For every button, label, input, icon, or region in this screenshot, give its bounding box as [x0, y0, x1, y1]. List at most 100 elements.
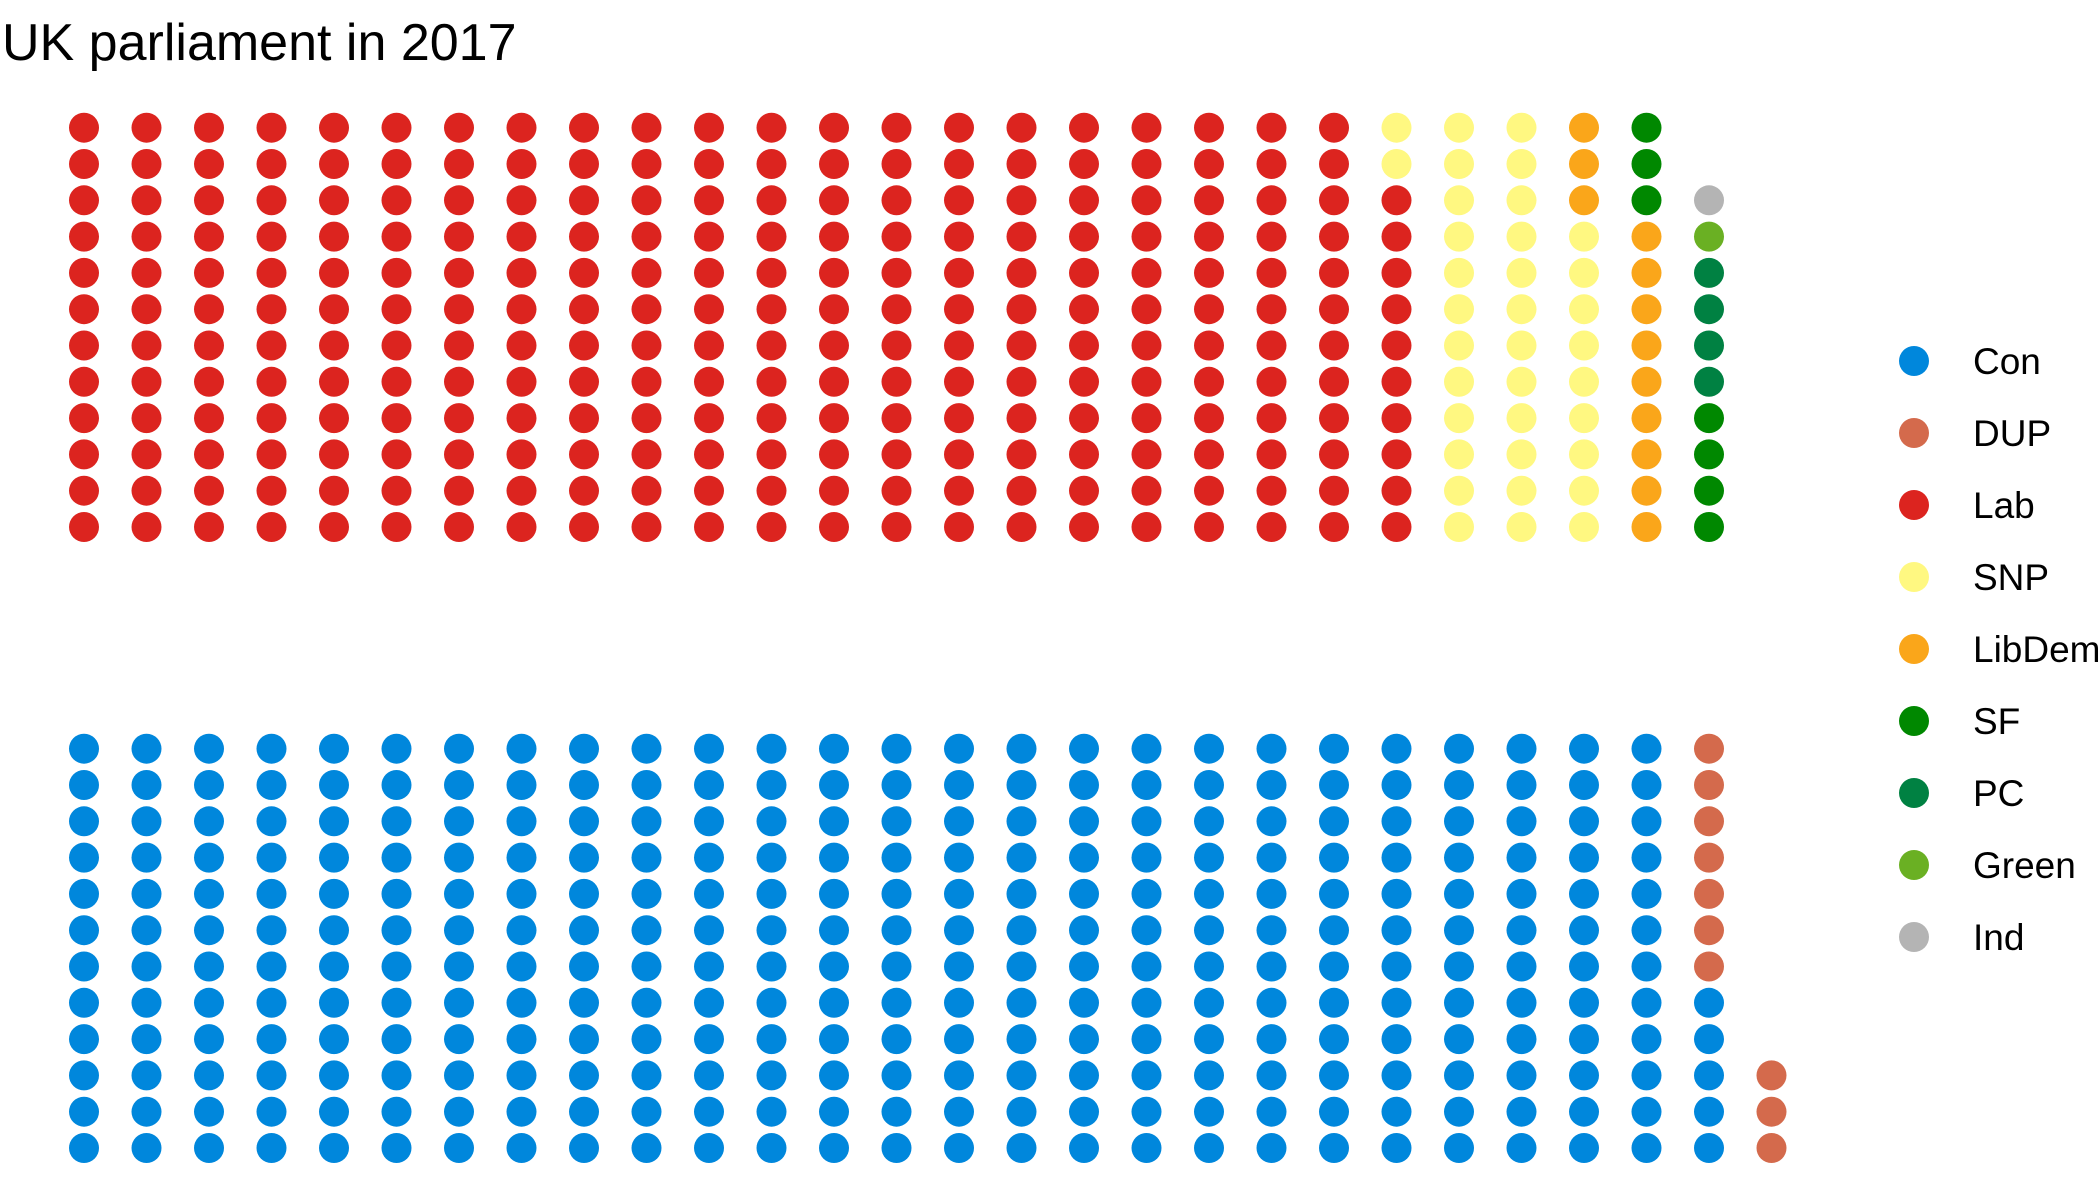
seat-dot-con	[256, 1133, 287, 1163]
legend-item-sf: SF	[1899, 701, 2020, 742]
seat-dot-libdem	[1631, 257, 1662, 288]
seat-dot-con	[1694, 1096, 1724, 1127]
seat-dot-con	[69, 987, 99, 1018]
seat-dot-lab	[631, 185, 662, 216]
seat-dot-lab	[756, 221, 787, 252]
seat-dot-lab	[506, 366, 537, 397]
seat-dot-lab	[1131, 330, 1162, 361]
seat-dot-con	[1319, 1096, 1349, 1127]
seat-dot-lab	[1069, 112, 1099, 143]
seat-dot-con	[506, 1024, 537, 1055]
seat-dot-lab	[256, 221, 287, 252]
seat-dot-con	[694, 1060, 724, 1091]
seat-dot-con	[1444, 878, 1474, 909]
seat-dot-lab	[819, 366, 849, 397]
seat-dot-con	[506, 987, 537, 1018]
seat-dot-con	[381, 770, 412, 800]
seat-dot-lab	[131, 439, 162, 470]
seat-dot-con	[694, 1133, 724, 1163]
seat-dot-con	[319, 915, 349, 946]
legend-swatch-pc	[1899, 778, 1929, 808]
seat-dot-lab	[819, 512, 849, 542]
seat-dot-lab	[1319, 512, 1349, 542]
seat-dot-lab	[694, 475, 724, 506]
seat-dot-con	[944, 733, 974, 764]
seat-dot-lab	[569, 257, 599, 288]
seat-dot-con	[569, 1024, 599, 1055]
legend-item-green: Green	[1899, 845, 2076, 886]
seat-dot-lab	[131, 512, 162, 542]
seat-dot-lab	[944, 330, 974, 361]
seat-dot-con	[1381, 806, 1412, 837]
seat-dot-con	[944, 842, 974, 873]
seat-dot-lab	[1131, 294, 1162, 325]
seat-dot-lab	[1319, 149, 1349, 179]
seat-dot-lab	[1381, 257, 1412, 288]
seat-dot-lab	[69, 257, 99, 288]
seat-dot-con	[1506, 842, 1537, 873]
seat-dot-lab	[1006, 221, 1037, 252]
seat-dot-dup	[1694, 842, 1724, 873]
seat-dot-lab	[1194, 185, 1224, 216]
seat-dot-con	[1381, 1133, 1412, 1163]
seat-dot-lab	[756, 149, 787, 179]
seat-dot-con	[881, 951, 912, 982]
seat-dot-snp	[1444, 112, 1474, 143]
seat-dot-con	[506, 842, 537, 873]
seat-dot-lab	[944, 366, 974, 397]
seat-dot-con	[756, 987, 787, 1018]
seat-dot-lab	[506, 294, 537, 325]
seat-dot-lab	[69, 185, 99, 216]
seat-dot-lab	[506, 149, 537, 179]
seat-dot-lab	[256, 439, 287, 470]
seat-dot-lab	[881, 294, 912, 325]
seat-dot-lab	[131, 149, 162, 179]
seat-dot-con	[631, 987, 662, 1018]
seat-dot-con	[631, 878, 662, 909]
seat-dot-con	[1319, 878, 1349, 909]
seat-dot-lab	[1381, 221, 1412, 252]
seat-dot-lab	[631, 149, 662, 179]
seat-dot-lab	[881, 112, 912, 143]
seat-dot-con	[319, 878, 349, 909]
seat-dot-lab	[256, 185, 287, 216]
seat-dot-lab	[756, 294, 787, 325]
seat-dot-con	[756, 915, 787, 946]
seat-dot-snp	[1444, 257, 1474, 288]
seat-dot-con	[1006, 987, 1037, 1018]
seat-dot-con	[944, 1096, 974, 1127]
seat-dot-con	[319, 1024, 349, 1055]
seat-dot-con	[319, 842, 349, 873]
seat-dot-lab	[819, 403, 849, 434]
seat-dot-lab	[631, 330, 662, 361]
seat-dot-snp	[1506, 366, 1537, 397]
seat-dot-lab	[694, 112, 724, 143]
seat-dot-lab	[1319, 112, 1349, 143]
seat-dot-con	[881, 878, 912, 909]
seat-dot-con	[381, 915, 412, 946]
seat-dot-libdem	[1631, 439, 1662, 470]
seat-dot-con	[1194, 915, 1224, 946]
seat-dot-con	[1319, 987, 1349, 1018]
legend-label-con: Con	[1973, 341, 2041, 382]
seat-dot-con	[694, 733, 724, 764]
seat-dot-con	[256, 987, 287, 1018]
seat-dot-con	[944, 1060, 974, 1091]
seat-dot-lab	[506, 512, 537, 542]
seat-dot-con	[131, 770, 162, 800]
seat-dot-snp	[1444, 330, 1474, 361]
seat-dot-lab	[444, 403, 474, 434]
seat-dot-lab	[819, 330, 849, 361]
seat-dot-con	[569, 770, 599, 800]
seat-dot-con	[881, 806, 912, 837]
seat-dot-con	[1194, 733, 1224, 764]
seat-dot-con	[194, 878, 224, 909]
seat-dot-con	[1069, 1096, 1099, 1127]
seat-dot-lab	[944, 149, 974, 179]
seat-dot-con	[756, 806, 787, 837]
seat-dot-lab	[694, 185, 724, 216]
seat-dot-lab	[131, 257, 162, 288]
seat-dot-lab	[131, 294, 162, 325]
seat-dot-lab	[444, 257, 474, 288]
seat-dot-lab	[319, 221, 349, 252]
